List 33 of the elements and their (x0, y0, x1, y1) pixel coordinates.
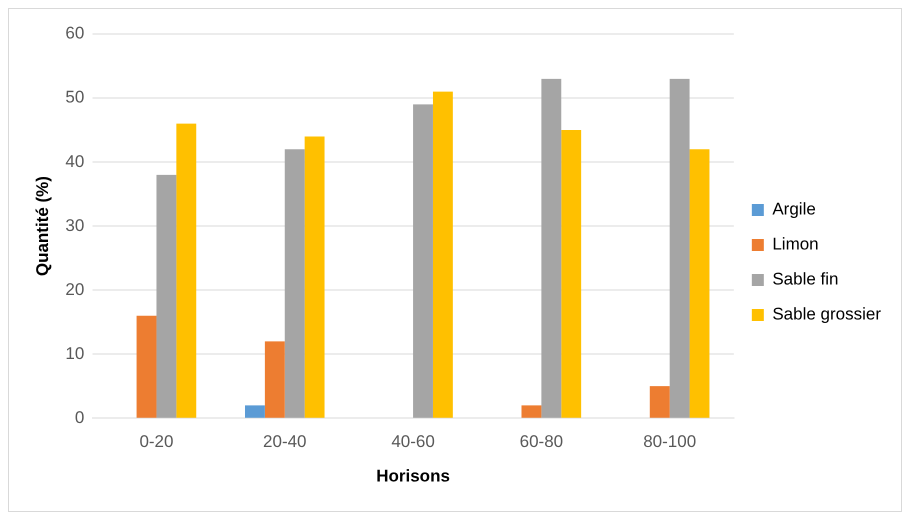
bar (650, 386, 670, 418)
x-tick-label: 0-20 (139, 432, 174, 452)
bar (670, 78, 690, 418)
bar (541, 78, 562, 418)
bar (521, 405, 542, 418)
x-axis-title: Horisons (376, 466, 450, 486)
y-tick-label: 60 (65, 24, 84, 43)
x-tick-label: 20-40 (263, 432, 307, 452)
x-tick-label: 40-60 (391, 432, 435, 452)
bar (413, 104, 433, 418)
bar (690, 149, 710, 418)
bar (284, 149, 305, 418)
legend-label: Sable grossier (772, 304, 882, 324)
legend-label: Argile (772, 200, 816, 219)
y-tick-label: 0 (74, 408, 84, 427)
y-tick-label: 50 (65, 88, 84, 107)
bar (561, 130, 582, 418)
bar (176, 124, 196, 418)
x-tick-label: 60-80 (520, 432, 564, 452)
y-axis-title: Quantité (%) (32, 176, 52, 276)
y-tick-label: 40 (65, 152, 84, 171)
y-tick-label: 20 (65, 280, 84, 299)
y-tick-label: 30 (65, 216, 84, 235)
y-tick-label: 10 (65, 344, 84, 363)
bar (432, 92, 453, 418)
bar (264, 341, 285, 418)
legend-label: Limon (772, 234, 819, 254)
bar (304, 136, 325, 418)
legend-label: Sable fin (772, 270, 839, 289)
bar (136, 316, 156, 418)
x-tick-label: 80-100 (643, 432, 696, 452)
bar (244, 405, 265, 418)
bar (156, 174, 176, 418)
